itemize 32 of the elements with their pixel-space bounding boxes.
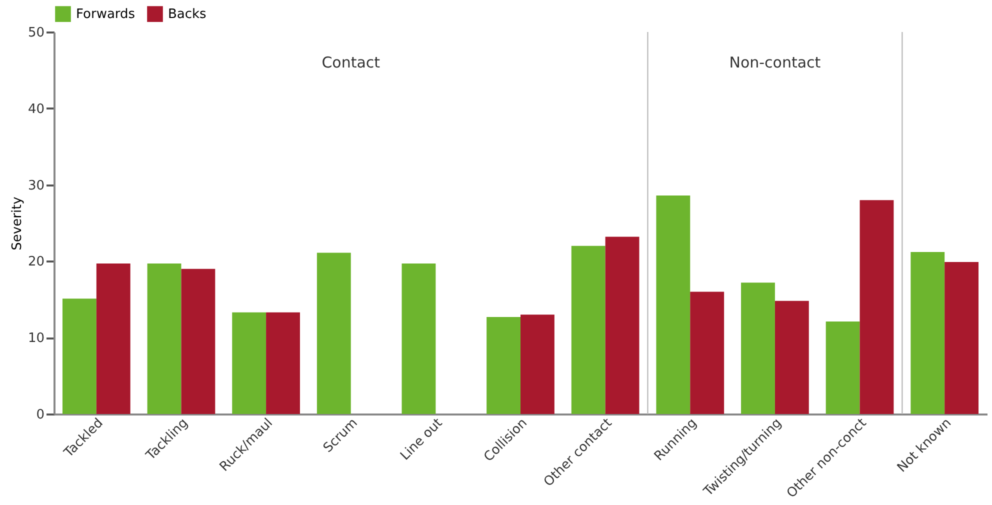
bar xyxy=(910,252,945,414)
bar xyxy=(402,263,436,414)
bar xyxy=(266,312,300,414)
bar xyxy=(605,236,640,414)
legend-label: Backs xyxy=(168,7,207,22)
annotation: Contact xyxy=(322,54,380,72)
legend-label: Forwards xyxy=(76,7,136,22)
bar xyxy=(774,300,809,414)
bar xyxy=(860,200,894,414)
y-tick-label: 0 xyxy=(36,408,44,422)
bar xyxy=(62,298,96,414)
y-tick-label: 10 xyxy=(28,331,44,346)
y-axis-title: Severity xyxy=(10,196,25,250)
y-tick-label: 20 xyxy=(28,254,44,270)
bar xyxy=(741,282,775,414)
x-tick-label: Line out xyxy=(398,416,446,464)
y-tick-label: 40 xyxy=(28,102,44,117)
bar xyxy=(690,292,724,414)
bar xyxy=(656,195,690,414)
bar xyxy=(96,263,130,414)
bar xyxy=(520,314,554,414)
bar xyxy=(316,252,351,414)
y-tick-label: 30 xyxy=(28,178,44,194)
bar xyxy=(181,268,216,414)
bar xyxy=(486,316,520,414)
bar xyxy=(232,312,266,414)
y-tick-label: 50 xyxy=(28,26,44,40)
bar xyxy=(944,262,979,414)
bar xyxy=(571,246,606,414)
bar xyxy=(826,322,860,414)
bar xyxy=(147,263,182,414)
annotation: Non-contact xyxy=(729,54,821,72)
